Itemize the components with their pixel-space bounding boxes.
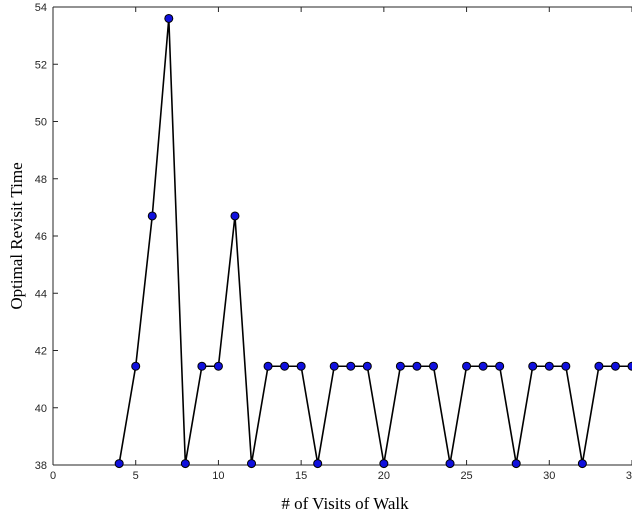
x-tick-label: 5 <box>133 470 139 482</box>
x-tick-label: 15 <box>295 470 307 482</box>
x-tick-label: 30 <box>543 470 555 482</box>
data-point <box>362 361 372 371</box>
data-point <box>495 361 505 371</box>
data-point <box>594 361 604 371</box>
data-point <box>131 361 141 371</box>
data-point <box>114 459 124 469</box>
data-point <box>478 361 488 371</box>
data-point <box>395 361 405 371</box>
data-point <box>296 361 306 371</box>
data-point <box>197 361 207 371</box>
data-point <box>164 13 174 23</box>
y-tick-label: 40 <box>35 403 47 415</box>
data-point <box>313 459 323 469</box>
data-point <box>445 459 455 469</box>
y-axis-ticks: 38 40 42 44 46 48 50 52 54 <box>35 2 58 472</box>
plot-area <box>53 7 632 465</box>
x-tick-label: 35 <box>626 470 632 482</box>
data-point <box>610 361 620 371</box>
data-point <box>412 361 422 371</box>
x-tick-label: 20 <box>378 470 390 482</box>
y-tick-label: 54 <box>35 2 47 14</box>
x-tick-label: 10 <box>212 470 224 482</box>
y-tick-label: 52 <box>35 59 47 71</box>
y-axis-label: Optimal Revisit Time <box>7 162 26 309</box>
data-point <box>428 361 438 371</box>
x-tick-label: 25 <box>460 470 472 482</box>
data-point <box>180 459 190 469</box>
data-point <box>346 361 356 371</box>
x-axis-ticks: 0 5 10 15 20 25 30 35 <box>50 7 632 482</box>
data-point <box>544 361 554 371</box>
data-point <box>247 459 257 469</box>
data-point <box>627 361 632 371</box>
data-point <box>213 361 223 371</box>
data-point <box>263 361 273 371</box>
y-tick-label: 42 <box>35 346 47 358</box>
data-point <box>511 459 521 469</box>
data-point <box>528 361 538 371</box>
data-point <box>462 361 472 371</box>
x-axis-label: # of Visits of Walk <box>281 494 409 513</box>
y-tick-label: 46 <box>35 231 47 243</box>
y-tick-label: 44 <box>35 288 47 300</box>
data-series <box>114 13 632 469</box>
data-point <box>379 459 389 469</box>
x-tick-label: 0 <box>50 470 56 482</box>
data-point <box>329 361 339 371</box>
y-tick-label: 38 <box>35 460 47 472</box>
y-tick-label: 50 <box>35 117 47 129</box>
data-point <box>230 211 240 221</box>
data-point <box>577 459 587 469</box>
data-point <box>280 361 290 371</box>
y-tick-label: 48 <box>35 174 47 186</box>
data-point <box>147 211 157 221</box>
data-point <box>561 361 571 371</box>
